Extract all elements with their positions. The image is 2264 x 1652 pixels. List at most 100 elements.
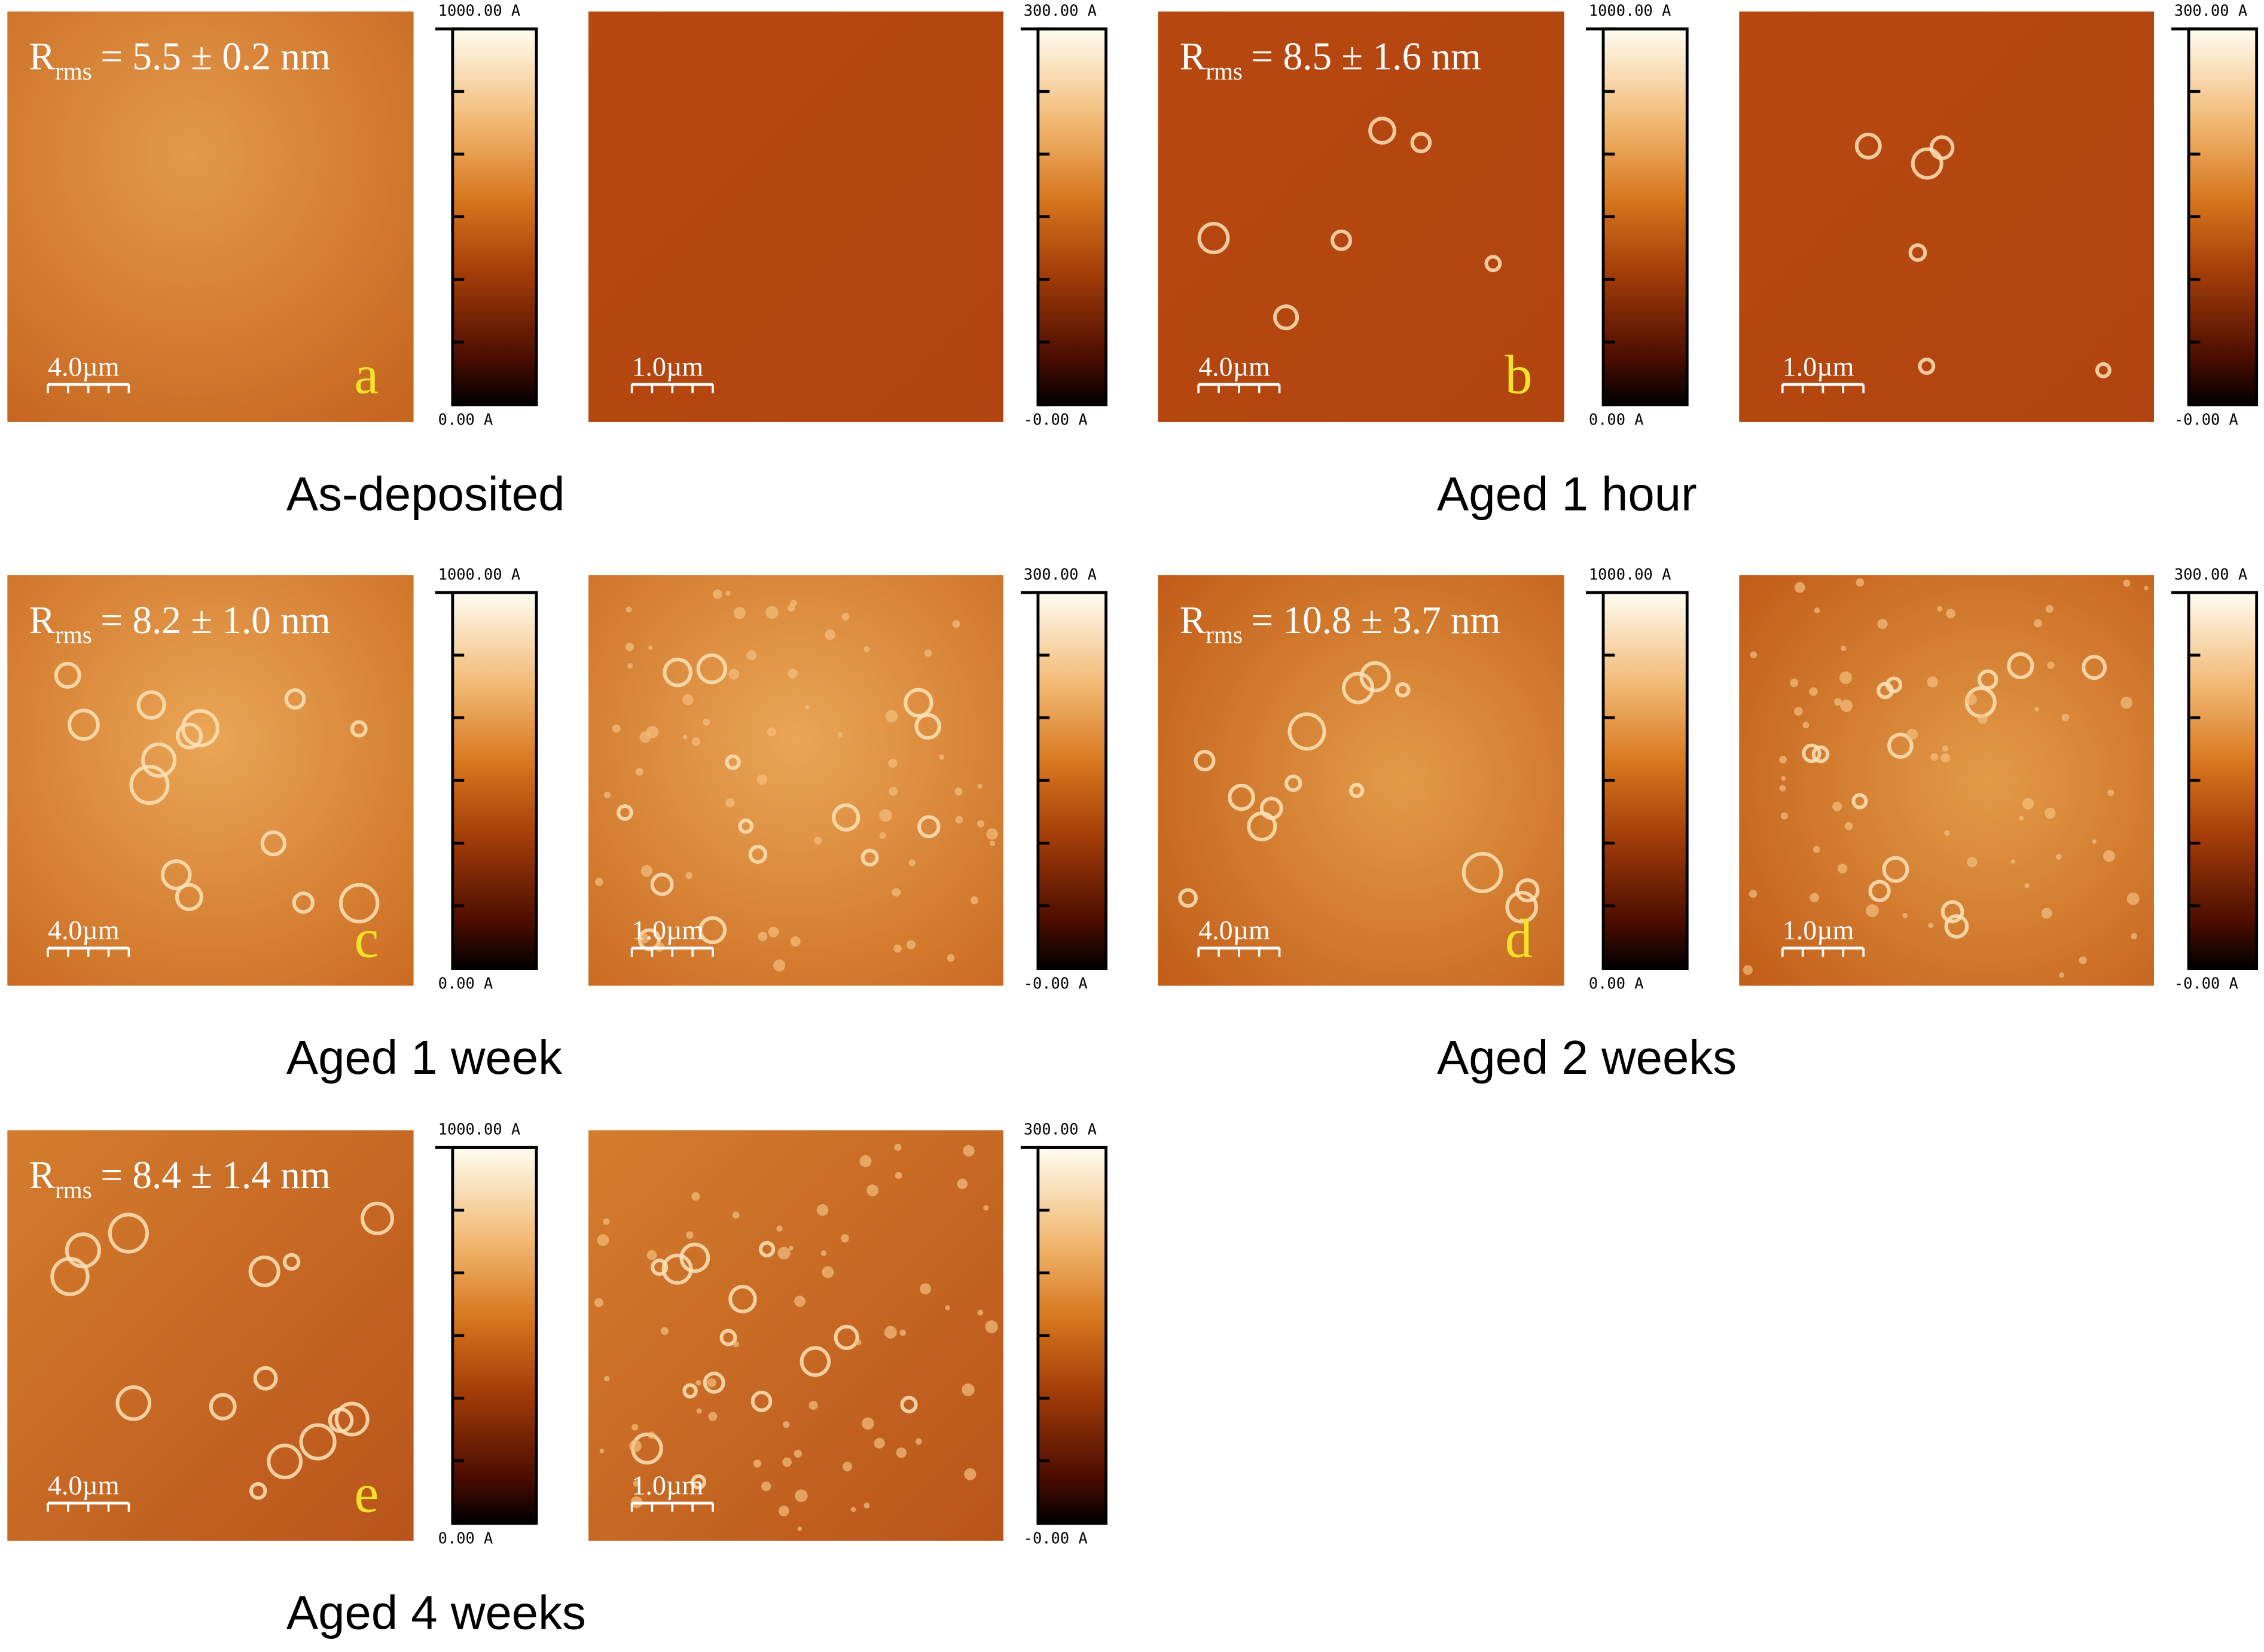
- surface-feature: [904, 688, 933, 718]
- surface-dot: [753, 1459, 762, 1468]
- surface-dot: [1834, 698, 1842, 706]
- panel-letter: d: [1505, 908, 1533, 969]
- roughness-label: Rrms = 8.2 ± 1.0 nm: [29, 599, 331, 649]
- surface-feature: [758, 1241, 776, 1257]
- scale-label: 4.0µm: [48, 915, 120, 945]
- surface-feature: [267, 1443, 303, 1480]
- colorbar-min: -0.00 A: [2174, 974, 2238, 992]
- surface-dot: [2079, 956, 2087, 964]
- surface-dot: [899, 1329, 907, 1336]
- afm-image: [7, 1130, 414, 1541]
- surface-dot: [597, 1234, 609, 1246]
- surface-feature: [253, 1366, 278, 1391]
- surface-feature: [1395, 682, 1411, 698]
- surface-dot: [685, 872, 692, 880]
- colorbar: [451, 27, 538, 407]
- surface-feature: [282, 1253, 301, 1271]
- surface-dot: [761, 1481, 771, 1491]
- surface-feature: [719, 1329, 737, 1346]
- surface-dot: [765, 606, 779, 619]
- colorbar-max: 300.00 A: [2174, 565, 2247, 583]
- surface-feature: [248, 1255, 280, 1287]
- surface-dot: [603, 1218, 610, 1225]
- roughness-symbol: R: [29, 599, 56, 642]
- surface-dot: [1844, 822, 1853, 830]
- surface-dot: [695, 1380, 701, 1386]
- surface-feature: [1348, 783, 1365, 798]
- surface-feature: [1247, 811, 1277, 842]
- surface-feature: [284, 688, 306, 710]
- surface-feature: [661, 1253, 693, 1285]
- surface-feature: [1228, 783, 1255, 811]
- surface-feature: [1868, 880, 1891, 902]
- surface-dot: [2045, 807, 2056, 819]
- roughness-label: Rrms = 8.4 ± 1.4 nm: [29, 1154, 331, 1204]
- surface-dot: [626, 606, 632, 613]
- surface-feature: [738, 819, 754, 834]
- scale-label: 4.0µm: [48, 1470, 120, 1501]
- panel-letter: e: [354, 1463, 379, 1524]
- surface-dot: [808, 1400, 818, 1410]
- surface-feature: [115, 1385, 152, 1421]
- surface-dot: [850, 1507, 856, 1512]
- surface-feature: [725, 754, 741, 770]
- surface-dot: [954, 787, 963, 796]
- surface-feature: [1284, 774, 1302, 792]
- surface-dot: [1942, 745, 1949, 752]
- surface-feature: [175, 883, 203, 911]
- surface-feature: [1851, 793, 1868, 810]
- surface-dot: [2061, 713, 2070, 722]
- scale-label: 1.0µm: [632, 915, 704, 945]
- surface-dot: [725, 591, 731, 596]
- panel-letter: a: [354, 344, 379, 405]
- surface-dot: [682, 694, 694, 706]
- afm-image: [588, 1130, 1003, 1541]
- surface-feature: [651, 1258, 669, 1276]
- surface-feature: [900, 1396, 918, 1413]
- colorbar-min: 0.00 A: [1589, 974, 1644, 992]
- surface-dot: [790, 936, 801, 947]
- surface-feature: [691, 1474, 706, 1490]
- surface-dot: [977, 784, 983, 789]
- surface-feature: [1331, 229, 1353, 251]
- scale-label: 4.0µm: [1198, 915, 1270, 945]
- surface-dot: [794, 1449, 803, 1458]
- surface-dot: [1743, 965, 1753, 975]
- surface-dot: [612, 724, 621, 733]
- surface-dot: [862, 1417, 874, 1430]
- surface-dot: [648, 1431, 655, 1439]
- surface-dot: [841, 612, 850, 621]
- surface-feature: [750, 1390, 773, 1412]
- surface-dot: [758, 932, 768, 942]
- surface-dot: [2047, 661, 2055, 669]
- roughness-subscript: rms: [1206, 621, 1243, 649]
- surface-dot: [797, 1526, 802, 1531]
- roughness-subscript: rms: [1206, 57, 1243, 85]
- surface-dot: [816, 1204, 829, 1216]
- afm-image: [588, 575, 1003, 986]
- surface-dot: [1813, 845, 1820, 853]
- surface-feature: [54, 661, 81, 689]
- surface-dot: [1809, 687, 1818, 696]
- surface-dot: [1749, 890, 1758, 898]
- surface-feature: [1410, 132, 1432, 154]
- colorbar: [1601, 591, 1689, 970]
- surface-feature: [292, 891, 315, 914]
- surface-dot: [725, 798, 735, 808]
- surface-dot: [962, 1383, 975, 1397]
- surface-feature: [1287, 712, 1326, 751]
- surface-dot: [633, 1480, 640, 1487]
- roughness-value: = 10.8 ± 3.7 nm: [1251, 599, 1500, 642]
- surface-feature: [1505, 890, 1538, 924]
- surface-dot: [977, 1309, 984, 1316]
- surface-dot: [756, 774, 768, 785]
- surface-dot: [2045, 604, 2054, 613]
- surface-dot: [864, 646, 870, 652]
- surface-dot: [920, 1283, 931, 1294]
- surface-dot: [1937, 606, 1943, 612]
- surface-dot: [712, 589, 722, 599]
- surface-dot: [2033, 619, 2042, 628]
- surface-feature: [160, 859, 192, 890]
- surface-dot: [888, 758, 898, 768]
